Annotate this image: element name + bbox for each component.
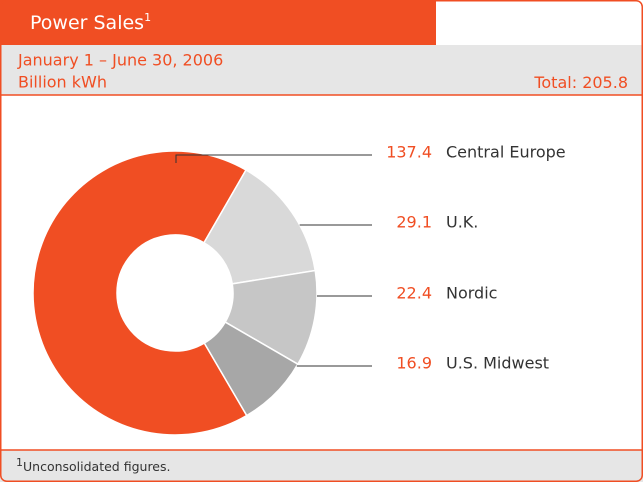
- subtitle-band: [0, 45, 643, 95]
- category-label: U.K.: [446, 213, 478, 232]
- category-label: Nordic: [446, 284, 497, 303]
- title-note: 1: [144, 11, 151, 24]
- total: Total: 205.8: [533, 73, 628, 92]
- value-label: 29.1: [396, 213, 432, 232]
- category-label: Central Europe: [446, 143, 566, 162]
- total-label: Total:: [533, 73, 577, 92]
- title-text: Power Sales: [30, 12, 144, 34]
- total-value: 205.8: [582, 73, 628, 92]
- footnote: 1Unconsolidated figures.: [16, 456, 171, 474]
- category-label: U.S. Midwest: [446, 354, 549, 373]
- value-label: 22.4: [396, 284, 432, 303]
- footer-band: [0, 450, 643, 482]
- slice: [32, 150, 248, 436]
- header-bar: [0, 0, 436, 45]
- footnote-text: Unconsolidated figures.: [23, 459, 171, 474]
- value-label: 137.4: [386, 143, 432, 162]
- subtitle: January 1 – June 30, 2006: [17, 51, 223, 70]
- chart-title: Power Sales1: [30, 11, 151, 34]
- slice: [203, 321, 299, 417]
- unit: Billion kWh: [18, 73, 107, 92]
- footnote-marker: 1: [16, 456, 23, 469]
- value-label: 16.9: [396, 354, 432, 373]
- leader-line: [175, 154, 372, 163]
